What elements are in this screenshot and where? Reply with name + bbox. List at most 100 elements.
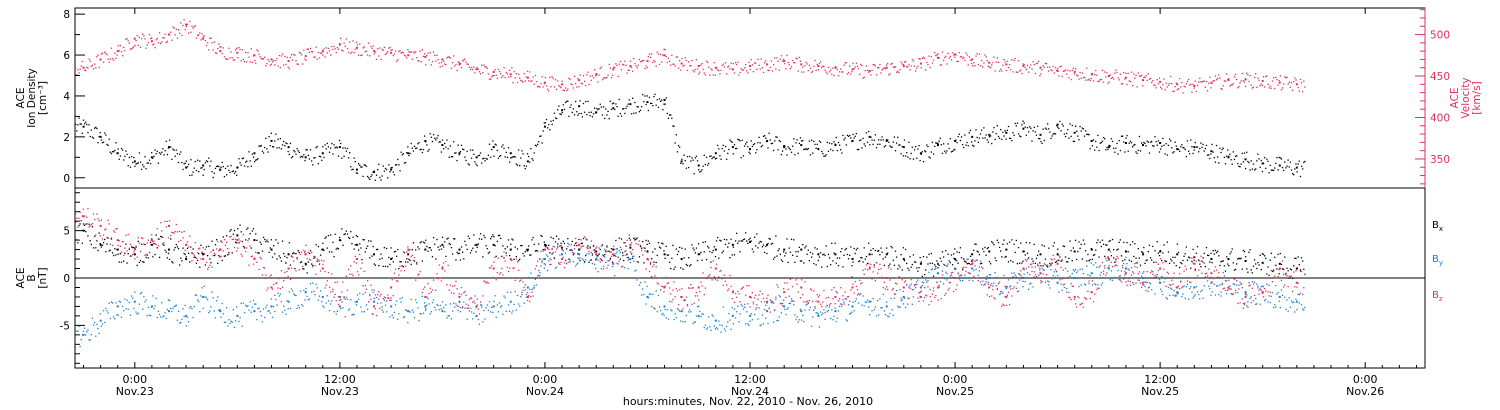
data-dot — [800, 71, 803, 73]
data-dot — [630, 113, 633, 115]
data-dot — [78, 325, 80, 328]
data-point — [458, 295, 461, 298]
data-dot — [1148, 152, 1151, 154]
data-dot — [1210, 153, 1212, 155]
data-dot — [1012, 287, 1014, 290]
data-dot — [439, 245, 441, 247]
data-dot — [281, 53, 284, 55]
data-dot — [1137, 279, 1139, 281]
data-dot — [1074, 68, 1077, 70]
data-dot — [799, 260, 802, 262]
data-dot — [1187, 298, 1190, 300]
data-dot — [568, 115, 570, 117]
data-dot — [94, 321, 96, 324]
data-dot — [710, 329, 712, 332]
data-dot — [653, 59, 655, 62]
data-dot — [478, 154, 481, 157]
data-dot — [760, 241, 762, 243]
data-dot — [334, 293, 336, 295]
data-dot — [344, 233, 346, 235]
data-dot — [723, 150, 726, 152]
data-point — [612, 248, 615, 251]
data-dot — [766, 302, 768, 304]
data-dot — [1011, 140, 1013, 142]
data-dot — [344, 315, 346, 318]
data-dot — [1126, 134, 1128, 137]
data-dot — [659, 247, 662, 249]
data-dot — [500, 73, 502, 75]
data-dot — [1214, 75, 1217, 77]
data-point — [919, 152, 922, 155]
data-dot — [698, 169, 700, 171]
data-dot — [751, 145, 754, 148]
data-dot — [378, 163, 380, 165]
data-dot — [1238, 85, 1240, 88]
data-dot — [220, 166, 222, 169]
data-dot — [963, 258, 965, 261]
data-dot — [407, 146, 409, 148]
data-dot — [1054, 268, 1057, 271]
data-dot — [786, 308, 788, 310]
data-point — [116, 50, 119, 53]
data-dot — [276, 282, 278, 284]
data-dot — [557, 109, 559, 111]
data-point — [321, 248, 324, 251]
data-dot — [705, 156, 708, 158]
data-dot — [685, 167, 688, 169]
data-dot — [1120, 255, 1123, 257]
data-dot — [1026, 252, 1029, 255]
data-dot — [528, 245, 530, 247]
data-dot — [609, 67, 611, 69]
data-dot — [253, 257, 256, 259]
data-dot — [699, 71, 701, 73]
data-dot — [606, 76, 608, 79]
data-dot — [795, 142, 797, 144]
data-dot — [202, 174, 204, 176]
data-dot — [1112, 248, 1115, 251]
data-dot — [1063, 245, 1066, 248]
data-dot — [640, 294, 643, 296]
data-dot — [379, 258, 381, 260]
data-dot — [751, 248, 754, 250]
data-dot — [930, 56, 932, 58]
data-dot — [928, 271, 930, 274]
data-dot — [181, 318, 183, 321]
data-dot — [126, 153, 128, 156]
data-dot — [317, 245, 320, 248]
data-dot — [228, 253, 230, 256]
data-dot — [819, 61, 822, 63]
data-dot — [447, 56, 449, 58]
data-dot — [966, 277, 968, 279]
data-dot — [1126, 83, 1128, 86]
data-dot — [1272, 169, 1275, 172]
data-point — [355, 258, 358, 261]
data-dot — [240, 164, 242, 166]
data-dot — [1076, 130, 1078, 132]
data-dot — [97, 54, 99, 56]
data-dot — [1123, 141, 1125, 143]
data-dot — [581, 258, 583, 260]
data-dot — [957, 60, 959, 63]
data-dot — [440, 308, 443, 310]
data-dot — [965, 261, 967, 263]
data-dot — [156, 316, 158, 319]
series-ion-density — [75, 93, 1306, 181]
data-point — [1193, 262, 1196, 265]
data-dot — [114, 149, 116, 152]
data-dot — [173, 249, 175, 251]
data-dot — [786, 238, 788, 240]
data-dot — [120, 51, 123, 53]
data-dot — [230, 51, 232, 53]
data-dot — [134, 258, 136, 260]
data-dot — [1076, 74, 1078, 76]
data-dot — [501, 305, 503, 307]
data-dot — [790, 66, 793, 68]
data-dot — [511, 238, 513, 240]
data-dot — [353, 313, 355, 316]
data-dot — [517, 260, 520, 262]
data-point — [1244, 259, 1247, 262]
data-dot — [1165, 297, 1167, 299]
data-dot — [332, 241, 334, 243]
data-dot — [984, 137, 986, 139]
data-dot — [1285, 77, 1287, 79]
